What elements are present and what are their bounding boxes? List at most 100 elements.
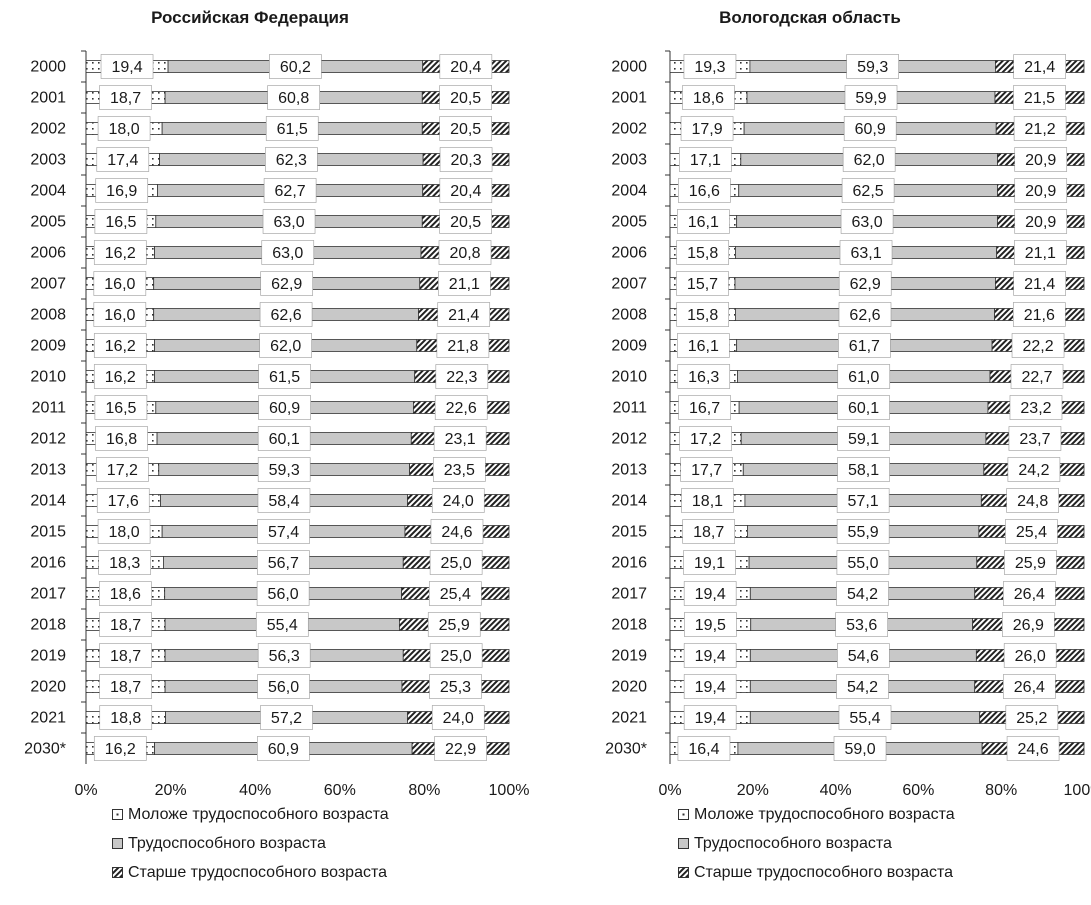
category-label: 2014 [30,493,66,510]
category-label: 2020 [30,679,66,696]
category-label: 2001 [30,90,66,107]
data-label-young-box [96,457,149,482]
legend-item-young: Моложе трудоспособного возраста [678,800,955,829]
data-label-working: 62,6 [849,307,880,324]
data-label-young-box [683,674,737,699]
legend-label-working: Трудоспособного возраста [694,835,892,852]
data-label-old-box [437,302,491,327]
data-label-working: 62,5 [853,183,884,200]
category-label: 2020 [611,679,647,696]
data-label-old: 25,3 [440,679,471,696]
data-label-working: 54,6 [848,648,879,665]
data-label-old-box [439,147,493,172]
data-label-young: 16,1 [688,214,719,231]
category-label: 2018 [30,617,66,634]
data-label-working-box [267,85,320,110]
data-label-old-box [438,271,491,296]
data-label-old: 21,4 [1024,276,1055,293]
data-label-working: 61,0 [848,369,879,386]
data-label-old: 24,8 [1017,493,1048,510]
data-label-working-box [838,333,891,358]
category-label: 2000 [30,59,66,76]
data-label-young-box [98,550,152,575]
data-label-young: 18,7 [693,524,724,541]
data-label-young: 16,6 [689,183,720,200]
data-label-young: 16,0 [104,307,135,324]
data-label-working: 62,0 [270,338,301,355]
data-label-old-box [430,519,484,544]
data-label-working-box [837,426,890,451]
category-label: 2008 [611,307,647,324]
data-label-old-box [1003,674,1056,699]
data-label-working: 55,9 [848,524,879,541]
data-label-old: 23,7 [1019,431,1050,448]
data-label-working-box [837,643,890,668]
x-tick-label: 0% [658,782,681,799]
data-label-young: 16,2 [105,369,136,386]
data-label-old-box [1004,550,1057,575]
category-label: 2003 [611,152,647,169]
data-label-working-box [839,240,893,265]
category-label: 2015 [611,524,647,541]
data-label-working-box [836,488,890,513]
data-label-working-box [255,612,309,637]
legend-swatch-working [678,838,689,849]
data-label-young-box [683,581,737,606]
data-label-working: 57,1 [848,493,879,510]
data-label-working-box [836,581,889,606]
data-label-young-box [681,488,734,513]
category-label: 2012 [611,431,647,448]
data-label-young: 17,9 [691,121,722,138]
data-label-young-box [93,302,147,327]
x-tick-label: 0% [74,782,97,799]
data-label-working: 61,5 [269,369,300,386]
data-label-young-box [93,333,147,358]
data-label-old-box [1014,178,1068,203]
data-label-working-box [833,736,887,761]
data-label-young-box [676,302,730,327]
data-label-young-box [99,674,152,699]
category-label: 2009 [611,338,647,355]
x-tick-label: 20% [737,782,769,799]
data-label-working: 54,2 [847,679,878,696]
category-label: 2018 [611,617,647,634]
legend-swatch-working [112,838,123,849]
data-label-old: 25,2 [1016,710,1047,727]
data-label-old-box [433,426,487,451]
data-label-young-box [96,147,150,172]
category-label: 2009 [30,338,66,355]
data-label-old: 24,2 [1018,462,1049,479]
data-label-working: 60,1 [848,400,879,417]
x-tick-label: 100% [1064,782,1091,799]
data-label-working: 62,0 [854,152,885,169]
category-label: 2007 [30,276,66,293]
data-label-working-box [257,674,310,699]
x-tick-label: 40% [820,782,852,799]
data-label-working-box [836,519,890,544]
data-label-working: 56,0 [268,586,299,603]
data-label-young-box [677,364,731,389]
data-label-working-box [257,550,310,575]
data-label-young: 17,4 [107,152,138,169]
data-label-working-box [844,85,898,110]
category-label: 2021 [30,710,66,727]
data-label-working: 60,9 [855,121,886,138]
data-label-working-box [836,550,890,575]
data-label-old: 21,8 [447,338,478,355]
category-label: 2010 [30,369,66,386]
data-label-young: 18,7 [110,648,141,665]
data-label-old-box [1014,147,1068,172]
legend-label-young: Моложе трудоспособного возраста [694,806,955,823]
data-label-old-box [429,550,483,575]
data-label-working: 53,6 [846,617,877,634]
x-tick-label: 60% [324,782,356,799]
data-label-old-box [1013,271,1067,296]
data-label-young-box [683,54,737,79]
data-label-young: 18,6 [110,586,141,603]
data-label-working-box [265,147,318,172]
data-label-working: 62,6 [271,307,302,324]
category-label: 2011 [32,400,67,417]
data-label-working: 62,3 [276,152,307,169]
data-label-old-box [438,240,492,265]
category-label: 2006 [30,245,66,262]
